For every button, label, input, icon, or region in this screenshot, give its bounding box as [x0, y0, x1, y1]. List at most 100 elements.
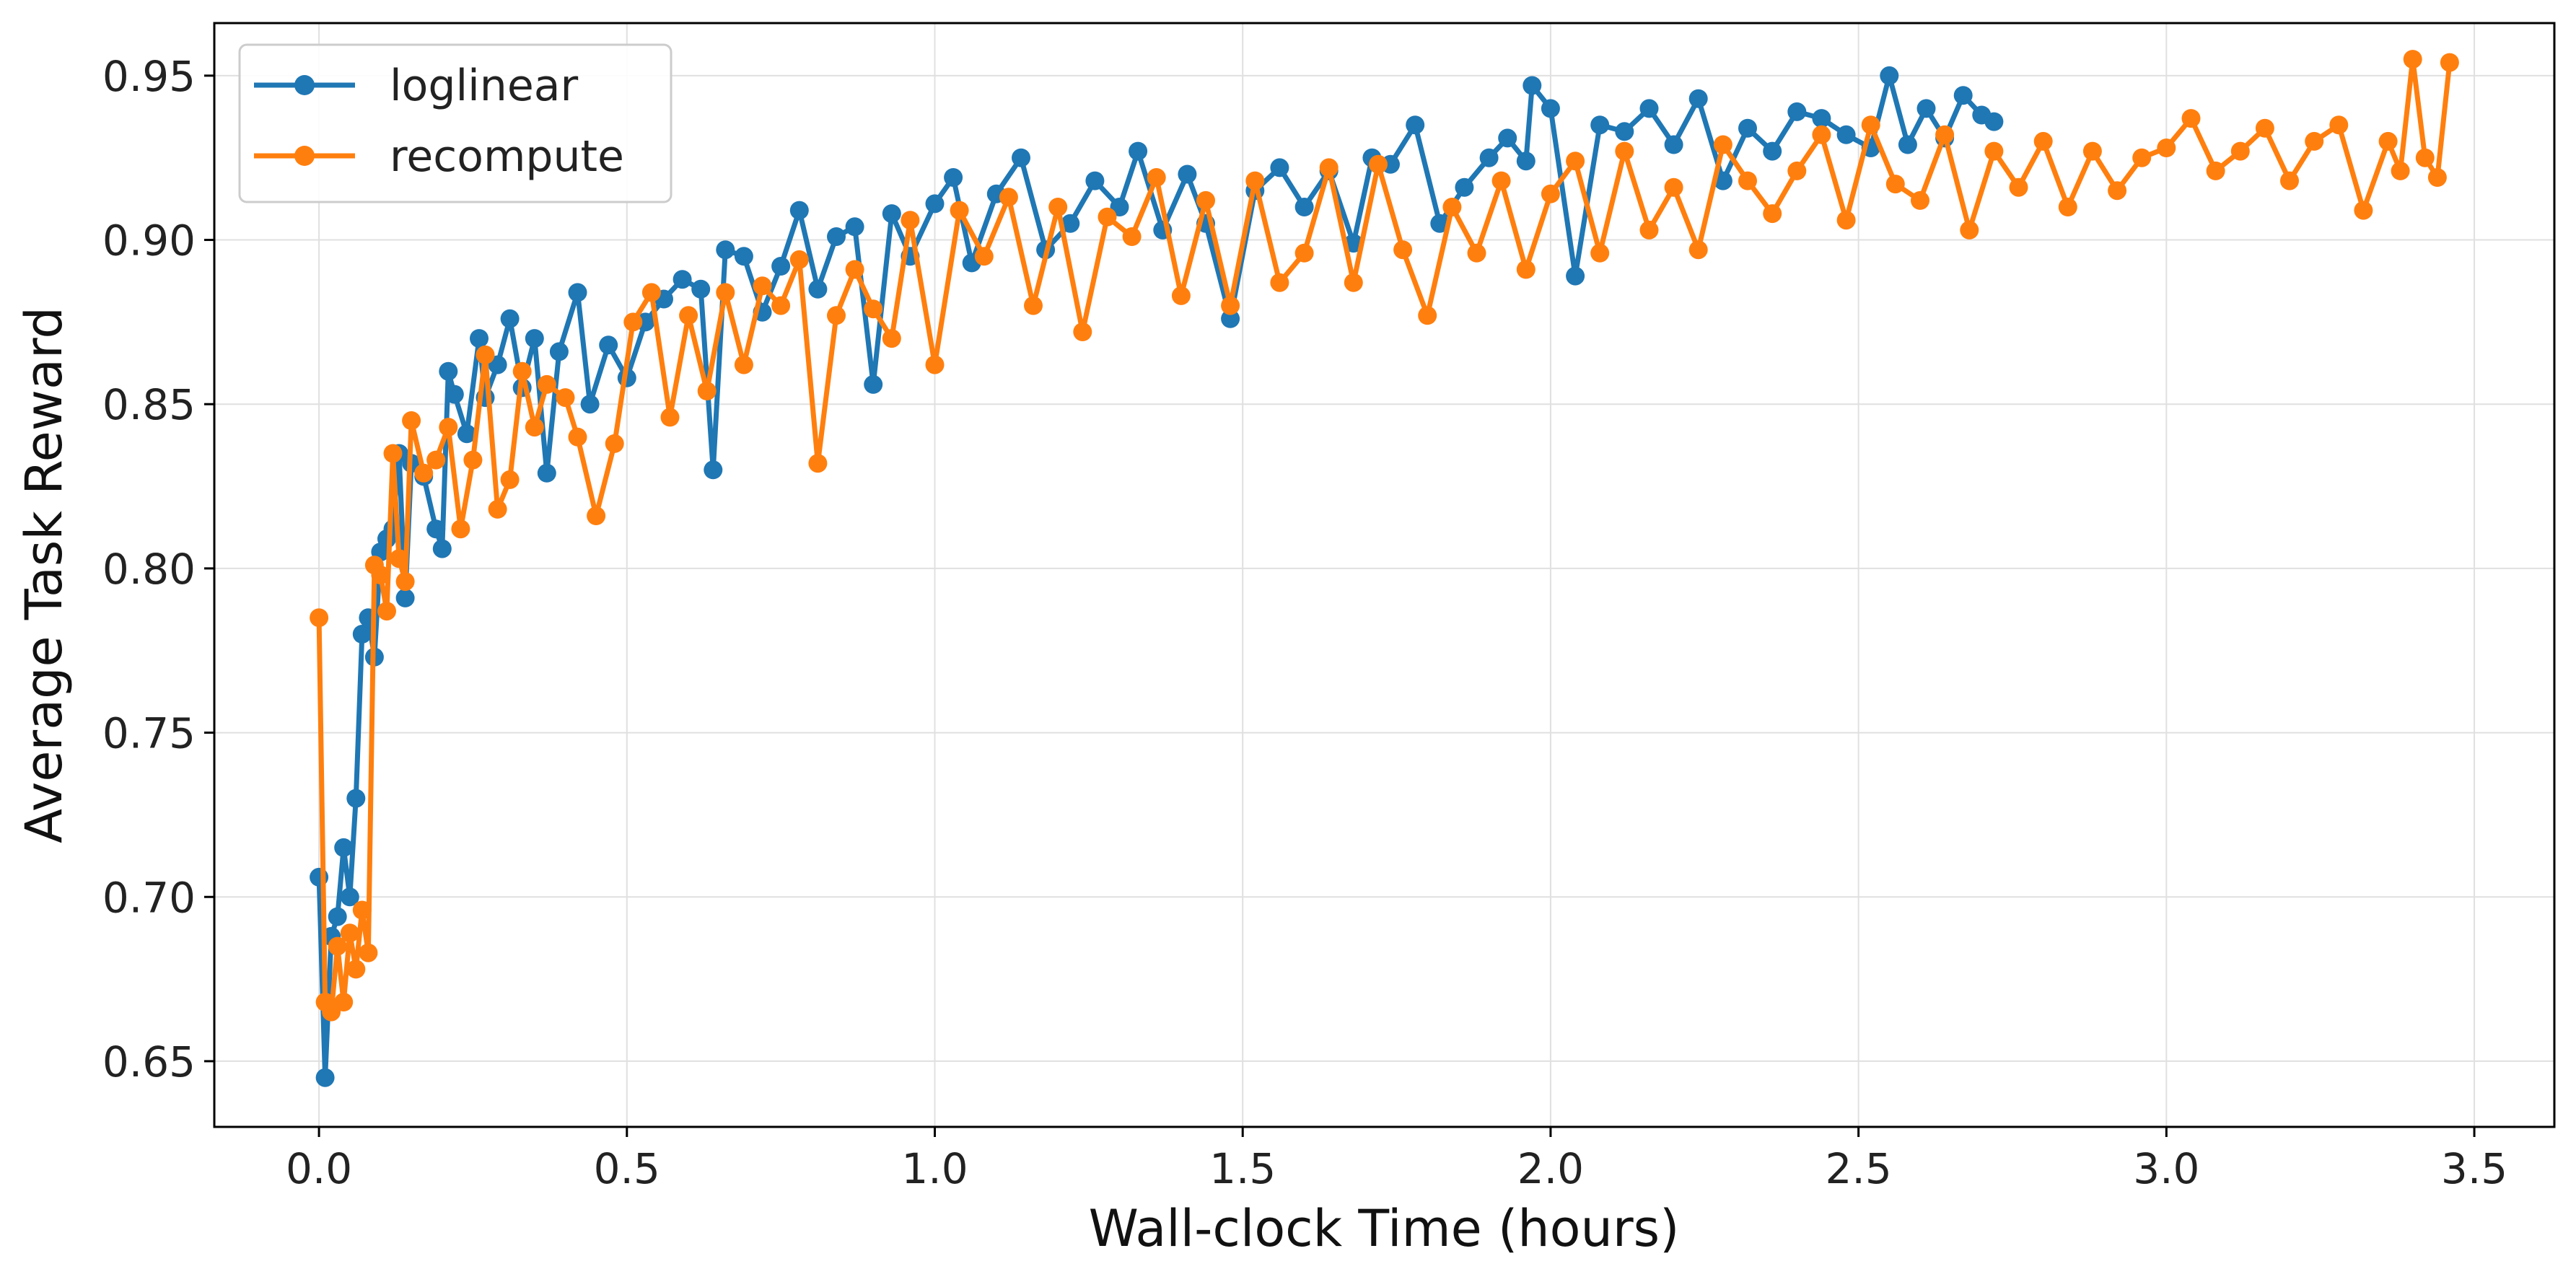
data-point-loglinear	[1984, 112, 2004, 131]
data-point-recompute	[1516, 260, 1535, 279]
data-point-recompute	[2157, 139, 2176, 157]
data-point-recompute	[2415, 148, 2435, 167]
data-point-recompute	[2305, 131, 2324, 151]
data-point-loglinear	[1787, 102, 1807, 121]
data-point-recompute	[605, 434, 624, 453]
data-point-recompute	[1048, 198, 1068, 216]
data-point-recompute	[402, 411, 421, 430]
data-point-recompute	[2082, 141, 2102, 161]
data-point-loglinear	[1812, 109, 1831, 128]
y-tick-label: 0.80	[102, 545, 196, 594]
data-point-recompute	[1122, 227, 1142, 246]
data-point-loglinear	[1615, 122, 1634, 141]
data-point-loglinear	[716, 240, 735, 260]
data-point-loglinear	[704, 460, 723, 480]
data-point-recompute	[2280, 171, 2299, 190]
data-point-recompute	[1073, 322, 1092, 341]
data-point-recompute	[1984, 141, 2004, 161]
data-point-recompute	[377, 602, 396, 621]
data-point-loglinear	[673, 270, 692, 289]
data-point-loglinear	[1566, 266, 1585, 286]
data-point-loglinear	[1541, 99, 1560, 118]
x-tick-label: 2.0	[1517, 1144, 1584, 1193]
data-point-recompute	[2427, 168, 2447, 187]
data-point-recompute	[827, 306, 846, 325]
data-point-loglinear	[1129, 141, 1148, 161]
data-point-loglinear	[1898, 135, 1917, 154]
data-point-recompute	[697, 382, 717, 400]
data-point-recompute	[2391, 161, 2410, 180]
data-point-recompute	[346, 960, 366, 979]
data-point-recompute	[1491, 171, 1511, 190]
data-point-recompute	[1369, 154, 1388, 174]
x-tick-label: 1.0	[901, 1144, 968, 1193]
data-point-loglinear	[845, 217, 864, 237]
data-point-loglinear	[1639, 99, 1659, 118]
data-point-loglinear	[944, 168, 963, 187]
data-point-recompute	[1319, 158, 1339, 177]
y-tick-label: 0.90	[102, 216, 196, 265]
x-axis-title: Wall-clock Time (hours)	[1089, 1199, 1680, 1258]
data-point-recompute	[2108, 181, 2127, 201]
data-point-recompute	[2329, 115, 2349, 135]
data-point-recompute	[2230, 141, 2250, 161]
data-point-loglinear	[1406, 115, 1425, 135]
data-point-recompute	[328, 936, 347, 956]
data-point-recompute	[1664, 177, 1683, 197]
y-tick-label: 0.95	[102, 52, 196, 101]
x-tick-label: 3.5	[2441, 1144, 2507, 1193]
data-point-loglinear	[426, 519, 446, 539]
data-point-recompute	[2009, 177, 2028, 197]
series-recompute	[310, 50, 2459, 1022]
data-point-recompute	[1393, 240, 1413, 260]
data-point-loglinear	[827, 227, 846, 246]
data-point-recompute	[925, 355, 945, 374]
data-point-loglinear	[771, 257, 791, 276]
data-point-recompute	[1294, 243, 1314, 263]
series-line-recompute	[316, 56, 2453, 1015]
data-point-recompute	[1615, 141, 1634, 161]
data-point-recompute	[660, 408, 680, 427]
data-point-recompute	[1763, 204, 1782, 224]
y-axis-title: Average Task Reward	[14, 307, 74, 843]
data-point-recompute	[1245, 171, 1265, 190]
x-tick-label: 2.5	[1826, 1144, 1892, 1193]
data-point-loglinear	[864, 374, 883, 394]
data-point-loglinear	[1498, 128, 1517, 148]
data-point-loglinear	[346, 789, 366, 808]
data-point-loglinear	[1294, 198, 1314, 216]
data-point-recompute	[716, 283, 735, 302]
data-point-loglinear	[580, 395, 600, 414]
data-point-recompute	[568, 427, 587, 447]
data-point-loglinear	[432, 539, 452, 558]
x-tick-label: 0.0	[286, 1144, 352, 1193]
data-point-recompute	[901, 211, 920, 230]
data-point-recompute	[1787, 161, 1807, 180]
data-point-loglinear	[500, 309, 520, 328]
data-point-loglinear	[439, 361, 458, 381]
data-point-recompute	[500, 470, 520, 489]
data-point-recompute	[864, 299, 883, 319]
y-tick-label: 0.65	[102, 1037, 196, 1086]
data-point-recompute	[1935, 125, 1955, 144]
data-point-recompute	[371, 566, 390, 584]
plot-series	[310, 50, 2459, 1087]
data-point-recompute	[999, 188, 1018, 207]
plot-frame	[213, 22, 2556, 1128]
data-point-loglinear	[1455, 177, 1474, 197]
data-point-recompute	[426, 450, 446, 470]
data-point-loglinear	[470, 329, 489, 348]
data-point-recompute	[2255, 118, 2274, 138]
data-point-loglinear	[1713, 171, 1732, 190]
data-point-recompute	[1812, 125, 1831, 144]
data-point-recompute	[974, 247, 994, 266]
data-point-loglinear	[789, 201, 809, 220]
data-point-loglinear	[1523, 76, 1542, 95]
data-point-recompute	[414, 463, 434, 483]
data-point-recompute	[463, 450, 483, 470]
data-point-recompute	[1541, 184, 1560, 203]
legend-marker-recompute	[294, 146, 315, 166]
data-point-loglinear	[568, 283, 587, 302]
data-point-recompute	[359, 943, 378, 962]
